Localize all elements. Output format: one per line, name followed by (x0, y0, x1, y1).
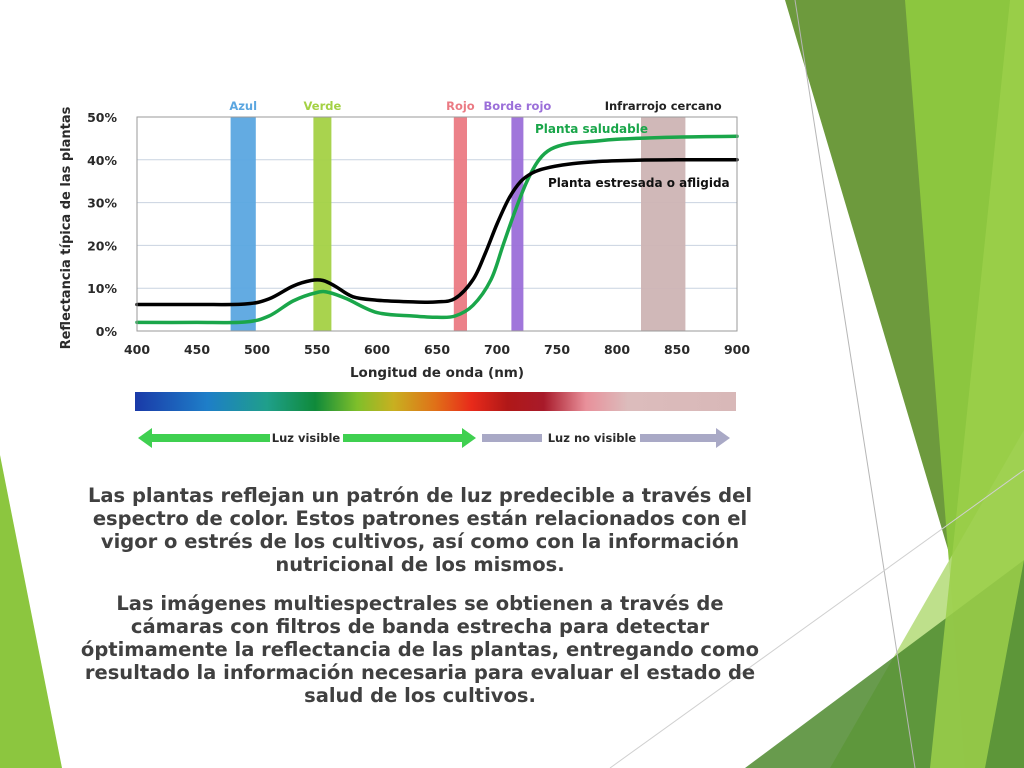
non-visible-light-arrow: Luz no visible (482, 428, 730, 448)
series-line-healthy (135, 134, 739, 325)
chart-series (135, 134, 739, 325)
left-green-stripe (0, 455, 62, 768)
x-tick-label: 900 (724, 342, 750, 357)
y-tick-label: 10% (87, 281, 117, 296)
band-azul (230, 117, 256, 331)
x-tick-label: 400 (124, 342, 150, 357)
non-visible-light-label: Luz no visible (548, 431, 637, 445)
band-verde (313, 117, 332, 331)
plot-frame (136, 116, 738, 332)
series-line-stressed (135, 158, 739, 307)
series-label: Planta estresada o afligida (548, 176, 730, 190)
band-label: Azul (229, 99, 257, 113)
decor-line (609, 469, 1024, 768)
series-label: Planta saludable (535, 122, 648, 136)
x-tick-label: 600 (364, 342, 390, 357)
y-tick-label: 30% (87, 196, 117, 211)
paragraph-multispectral-images: Las imágenes multiespectrales se obtiene… (80, 592, 760, 707)
band-infrarrojo-cercano (641, 117, 686, 331)
x-tick-label: 550 (304, 342, 330, 357)
x-axis-title: Longitud de onda (nm) (350, 365, 524, 381)
x-tick-label: 750 (544, 342, 570, 357)
x-tick-label: 850 (664, 342, 690, 357)
y-axis-title: Reflectancia típica de las plantas (59, 106, 74, 349)
right-bright-green-panel (930, 0, 1024, 768)
band-label: Infrarrojo cercano (605, 99, 722, 113)
band-label: Rojo (446, 99, 475, 113)
x-tick-label: 700 (484, 342, 510, 357)
axis-ticks: 0% 10% 20% 30% 40% 50% 400 450 500 550 600 650 700 75… (87, 110, 750, 357)
y-tick-label: 20% (87, 238, 117, 253)
x-tick-label: 500 (244, 342, 270, 357)
y-tick-label: 50% (87, 110, 117, 125)
y-tick-label: 40% (87, 153, 117, 168)
band-label: Verde (304, 99, 342, 113)
color-spectrum-bar (135, 392, 736, 411)
x-tick-label: 800 (604, 342, 630, 357)
series-labels: Planta saludable Planta estresada o aflig… (535, 122, 730, 190)
band-label: Borde rojo (484, 99, 552, 113)
visible-light-arrow: Luz visible (138, 428, 476, 448)
band-rojo (453, 117, 467, 331)
band-borde-rojo (511, 117, 524, 331)
y-tick-label: 0% (96, 324, 118, 339)
visible-light-label: Luz visible (272, 431, 341, 445)
x-tick-label: 650 (424, 342, 450, 357)
paragraph-reflectance-pattern: Las plantas reflejan un patrón de luz pr… (87, 484, 753, 576)
spectral-bands: Azul Verde Rojo Borde rojo Infrarrojo cercan… (229, 99, 722, 331)
x-tick-label: 450 (184, 342, 210, 357)
decor-line (794, 0, 916, 768)
reflectance-chart: Azul Verde Rojo Borde rojo Infrarrojo cercan… (59, 99, 750, 448)
